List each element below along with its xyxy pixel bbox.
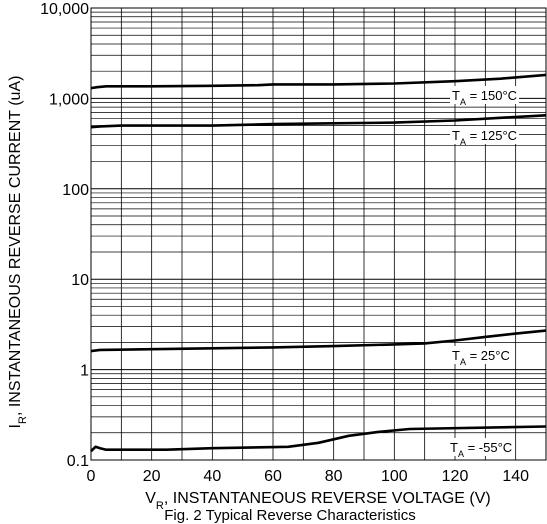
x-tick-label: 60 bbox=[264, 468, 282, 485]
x-tick-label: 0 bbox=[87, 468, 96, 485]
series-line bbox=[90, 329, 547, 353]
y-tick-label: 100 bbox=[62, 182, 89, 199]
y-tick-label: 1 bbox=[80, 363, 89, 380]
series-label-background bbox=[448, 438, 515, 456]
series-label-background bbox=[450, 86, 520, 104]
y-tick-label: 10,000 bbox=[40, 1, 89, 18]
series-label-background bbox=[450, 126, 520, 144]
y-tick-label: 0.1 bbox=[67, 453, 89, 470]
x-tick-label: 100 bbox=[381, 468, 408, 485]
series-label: TA = 125°C bbox=[452, 128, 517, 147]
series-layer: TA = 150°C TA = 125°C TA = 25°C TA = -55°C bbox=[90, 73, 547, 459]
x-tick-label: 20 bbox=[143, 468, 161, 485]
x-axis-label: VR, INSTANTANEOUS REVERSE VOLTAGE (V) bbox=[145, 490, 491, 512]
series-label-background bbox=[450, 346, 512, 364]
x-tick-label: 120 bbox=[442, 468, 469, 485]
series-label: TA = 25°C bbox=[452, 348, 510, 367]
series-label: TA = -55°C bbox=[450, 440, 512, 459]
x-tick-labels: 0 20 40 60 80 100 120 140 bbox=[87, 468, 530, 485]
series-line bbox=[90, 114, 547, 129]
series-line bbox=[90, 73, 547, 90]
grid bbox=[91, 8, 546, 460]
y-tick-label: 1,000 bbox=[49, 91, 89, 108]
series-label: TA = 150°C bbox=[452, 88, 517, 107]
x-tick-label: 80 bbox=[325, 468, 343, 485]
x-tick-label: 140 bbox=[502, 468, 529, 485]
y-axis-label: IR, INSTANTANEOUS REVERSE CURRENT (uA) bbox=[7, 76, 29, 429]
y-tick-labels: 0.1 1 10 100 1,000 10,000 bbox=[40, 1, 89, 470]
x-tick-label: 40 bbox=[203, 468, 221, 485]
y-tick-label: 10 bbox=[71, 272, 89, 289]
figure-caption: Fig. 2 Typical Reverse Characteristics bbox=[164, 507, 415, 524]
series-line bbox=[90, 425, 547, 453]
plot-frame bbox=[90, 7, 547, 461]
